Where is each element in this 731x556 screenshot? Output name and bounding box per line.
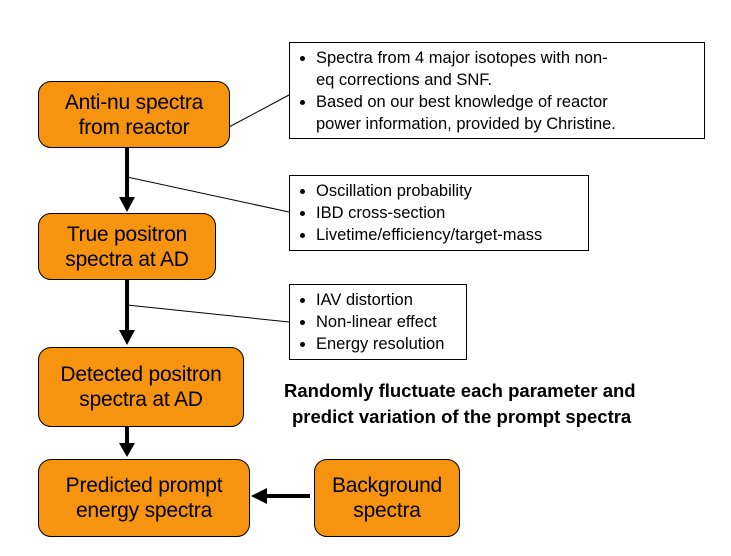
note-true-positron: Oscillation probability IBD cross-sectio… — [289, 175, 589, 251]
note-detected-positron-item: Energy resolution — [298, 333, 460, 355]
box-background: Background spectra — [314, 459, 460, 537]
note-reactor-item: Spectra from 4 major isotopes with non- … — [298, 47, 698, 91]
box-predicted-prompt: Predicted prompt energy spectra — [38, 459, 250, 537]
arrow-true-to-detected — [119, 279, 135, 345]
arrow-background-to-predicted — [251, 488, 310, 504]
note-reactor-item: Based on our best knowledge of reactor p… — [298, 91, 698, 135]
note-reactor: Spectra from 4 major isotopes with non- … — [289, 42, 705, 139]
box-detected-positron-line1: Detected positron — [60, 363, 222, 386]
box-true-positron-line1: True positron — [66, 222, 188, 246]
arrow-detected-to-predicted — [119, 427, 135, 457]
box-background-line1: Background — [331, 474, 443, 497]
leader-line-true-positron — [126, 176, 290, 213]
box-reactor-spectra: Anti-nu spectra from reactor — [38, 81, 230, 148]
leader-line-detected-positron — [126, 304, 290, 323]
box-reactor-line1: Anti-nu spectra — [64, 90, 204, 114]
note-detected-positron-item: Non-linear effect — [298, 311, 460, 333]
callout-line2: predict variation of the prompt spectra — [292, 406, 632, 427]
callout-line1: Randomly fluctuate each parameter and — [284, 380, 636, 401]
note-reactor-item-1-line1: Spectra from 4 major isotopes with non- — [316, 49, 608, 67]
callout-text: Randomly fluctuate each parameter and pr… — [268, 378, 728, 430]
arrow-reactor-to-true — [119, 147, 135, 212]
note-true-positron-item: IBD cross-section — [298, 202, 582, 224]
box-background-line2: spectra — [353, 499, 421, 522]
note-reactor-item-1-line2: eq corrections and SNF. — [316, 71, 493, 89]
box-predicted-prompt-line1: Predicted prompt — [65, 474, 223, 497]
note-reactor-item-2-line1: Based on our best knowledge of reactor — [316, 93, 608, 111]
box-detected-positron: Detected positron spectra at AD — [38, 347, 244, 427]
leader-line-reactor — [228, 94, 290, 128]
note-detected-positron: IAV distortion Non-linear effect Energy … — [289, 284, 467, 360]
box-true-positron: True positron spectra at AD — [38, 213, 216, 280]
note-true-positron-item: Oscillation probability — [298, 180, 582, 202]
note-reactor-item-2-line2: power information, provided by Christine… — [316, 115, 616, 133]
box-true-positron-line2: spectra at AD — [65, 247, 189, 271]
box-predicted-prompt-line2: energy spectra — [75, 499, 213, 522]
box-reactor-line2: from reactor — [78, 115, 190, 139]
box-detected-positron-line2: spectra at AD — [79, 388, 203, 411]
note-true-positron-item: Livetime/efficiency/target-mass — [298, 224, 582, 246]
note-detected-positron-item: IAV distortion — [298, 289, 460, 311]
